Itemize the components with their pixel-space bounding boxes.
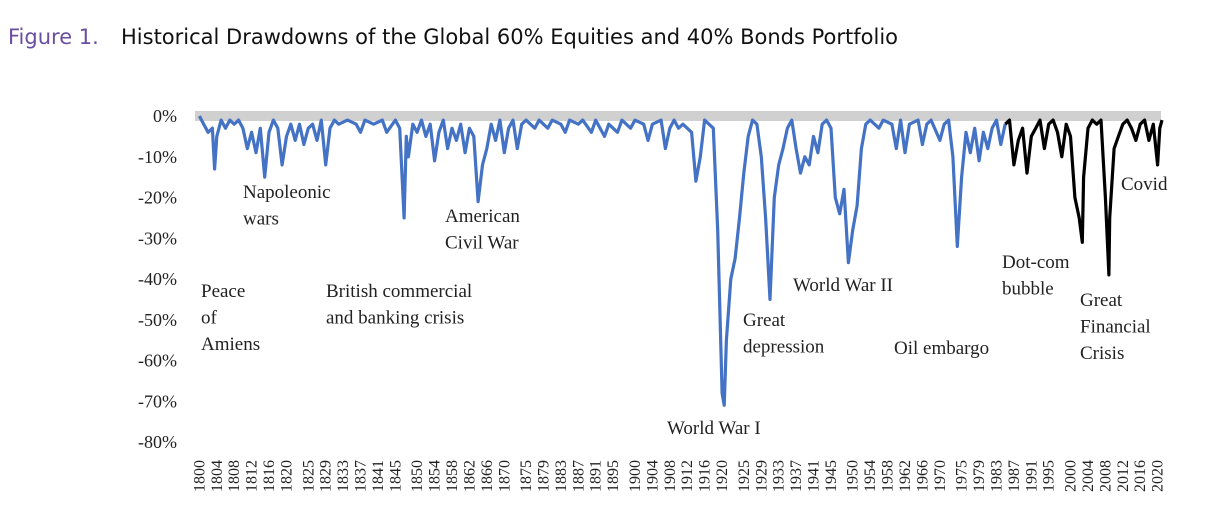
- x-tick-label: 1975: [954, 460, 971, 492]
- annotation: Civil War: [445, 233, 519, 254]
- annotation: and banking crisis: [326, 308, 464, 329]
- x-tick-label: 1970: [932, 460, 949, 492]
- zero-band: [195, 111, 1161, 121]
- x-tick-label: 1854: [427, 460, 444, 492]
- x-tick-label: 1816: [261, 460, 278, 492]
- x-tick-label: 1937: [788, 460, 805, 492]
- x-tick-label: 1825: [300, 460, 317, 492]
- chart-title: Historical Drawdowns of the Global 60% E…: [121, 25, 898, 49]
- annotation: Amiens: [201, 334, 260, 355]
- x-tick-label: 1962: [897, 460, 914, 492]
- x-tick-label: 1941: [806, 460, 823, 492]
- x-tick-label: 1987: [1006, 460, 1023, 492]
- annotation: Crisis: [1080, 343, 1124, 364]
- y-tick-label: -70%: [138, 391, 177, 411]
- x-tick-label: 1829: [318, 460, 335, 492]
- y-tick-label: 0%: [153, 106, 177, 126]
- x-tick-label: 1983: [988, 460, 1005, 492]
- series-line: [197, 115, 1007, 407]
- x-tick-label: 1804: [209, 460, 226, 492]
- x-tick-label: 1916: [697, 460, 714, 492]
- x-tick-label: 1820: [278, 460, 295, 492]
- x-tick-label: 1875: [518, 460, 535, 492]
- x-tick-label: 1929: [753, 460, 770, 492]
- annotation: World War I: [667, 418, 761, 439]
- annotation: wars: [243, 209, 279, 230]
- annotation: World War II: [793, 275, 893, 296]
- x-tick-label: 1908: [662, 460, 679, 492]
- x-tick-label: 1879: [535, 460, 552, 492]
- x-tick-label: 2000: [1063, 460, 1080, 492]
- annotation: Covid: [1121, 174, 1168, 195]
- x-tick-label: 1866: [479, 460, 496, 492]
- annotation: Great: [743, 310, 786, 331]
- x-tick-label: 2016: [1132, 460, 1149, 492]
- annotation: Oil embargo: [894, 338, 989, 359]
- x-tick-label: 2008: [1097, 460, 1114, 492]
- annotation: Dot-com: [1002, 252, 1070, 273]
- x-tick-label: 1925: [736, 460, 753, 492]
- x-tick-label: 1800: [191, 460, 208, 492]
- x-tick-label: 2012: [1115, 460, 1132, 492]
- x-tick-label: 1912: [679, 460, 696, 492]
- y-tick-label: -30%: [138, 228, 177, 248]
- figure-label: Figure 1.: [8, 25, 99, 49]
- x-tick-label: 1920: [714, 460, 731, 492]
- x-tick-label: 1904: [644, 460, 661, 492]
- x-tick-label: 2004: [1080, 460, 1097, 492]
- x-tick-label: 1870: [496, 460, 513, 492]
- x-tick-label: 1858: [444, 460, 461, 492]
- annotation: bubble: [1002, 279, 1054, 300]
- x-tick-label: 2020: [1150, 460, 1167, 492]
- x-tick-label: 1850: [409, 460, 426, 492]
- x-tick-label: 1954: [862, 460, 879, 492]
- x-tick-label: 1833: [335, 460, 352, 492]
- x-tick-label: 1945: [823, 460, 840, 492]
- x-tick-label: 1887: [570, 460, 587, 492]
- x-tick-label: 1995: [1041, 460, 1058, 492]
- x-tick-label: 1895: [605, 460, 622, 492]
- y-tick-label: -50%: [138, 310, 177, 330]
- x-tick-label: 1837: [353, 460, 370, 492]
- x-tick-label: 1883: [553, 460, 570, 492]
- annotation: Financial: [1080, 317, 1151, 338]
- y-tick-label: -10%: [138, 147, 177, 167]
- x-tick-label: 1812: [244, 460, 261, 492]
- x-tick-label: 1933: [771, 460, 788, 492]
- x-tick-label: 1891: [588, 460, 605, 492]
- x-tick-label: 1991: [1023, 460, 1040, 492]
- series-line: [1004, 118, 1164, 277]
- x-tick-label: 1900: [627, 460, 644, 492]
- annotation: Great: [1080, 290, 1123, 311]
- y-tick-label: -20%: [138, 188, 177, 208]
- annotation: Peace: [201, 281, 245, 302]
- x-tick-label: 1862: [461, 460, 478, 492]
- annotation: depression: [743, 337, 825, 358]
- x-tick-label: 1979: [971, 460, 988, 492]
- x-tick-label: 1950: [845, 460, 862, 492]
- y-tick-label: -80%: [138, 432, 177, 452]
- x-tick-label: 1841: [370, 460, 387, 492]
- annotation: Napoleonic: [243, 182, 331, 203]
- y-tick-label: -60%: [138, 351, 177, 371]
- x-tick-label: 1958: [880, 460, 897, 492]
- x-tick-label: 1808: [226, 460, 243, 492]
- annotation: British commercial: [326, 281, 472, 302]
- annotation: American: [445, 206, 520, 227]
- x-tick-label: 1845: [387, 460, 404, 492]
- x-tick-label: 1966: [914, 460, 931, 492]
- annotation: of: [201, 308, 218, 329]
- y-tick-label: -40%: [138, 269, 177, 289]
